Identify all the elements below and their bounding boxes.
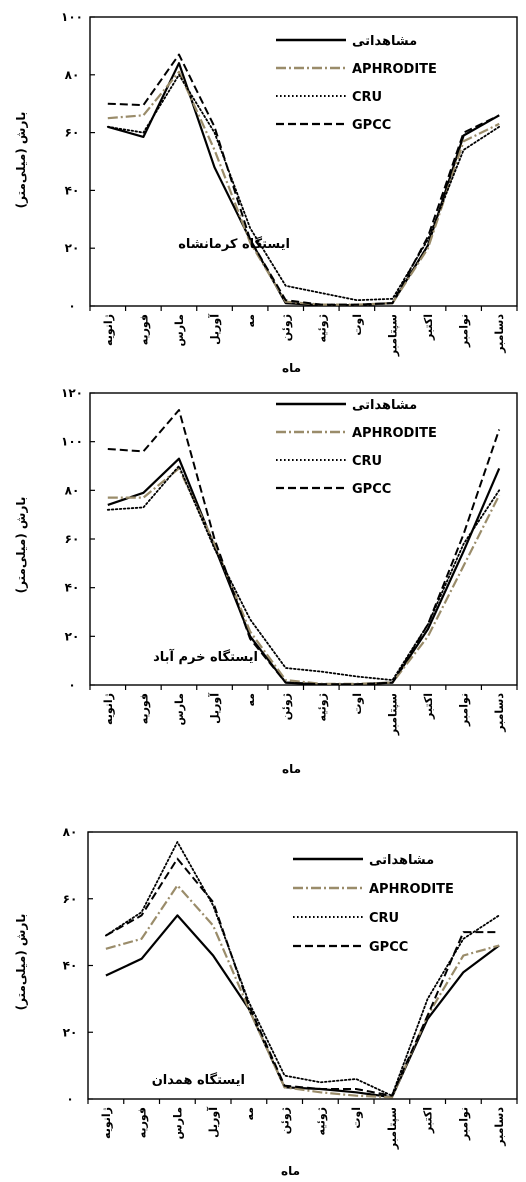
y-tick-label: ۶۰: [65, 126, 80, 140]
x-tick-label: سپتامبر: [386, 1107, 399, 1150]
series-line-3: [106, 465, 501, 681]
legend-entry: مشاهداتی: [352, 34, 417, 49]
station-title: ایستگاه همدان: [152, 1072, 245, 1088]
x-tick-label: ژوئن: [280, 314, 293, 341]
x-tick-label: اوت: [351, 314, 364, 336]
y-tick-label: ۲۰: [65, 629, 80, 643]
y-tick-label: ۰: [68, 678, 75, 692]
x-tick-label: فوریه: [137, 693, 150, 724]
chart-3: ۰ ۲۰ ۴۰ ۶۰ ۸۰ ژانویه فوریه مارس آوریل مه ژوئن ژوئیه…: [14, 825, 518, 1178]
series-line-2: [105, 884, 500, 1099]
chart-2: ۰ ۲۰ ۴۰ ۶۰ ۸۰ ۱۰۰ ۱۲۰ ژانویه فوریه مارس آوریل مه ژوئ…: [14, 386, 518, 776]
legend-entry: APHRODITE: [352, 62, 437, 77]
legend-entry: CRU: [352, 90, 382, 105]
x-tick-label: ژانویه: [102, 693, 115, 725]
x-tick-label: ژوئن: [280, 693, 293, 720]
y-tick-label: ۸۰: [65, 68, 80, 82]
series-line-1: [107, 457, 501, 686]
series-line-1: [105, 914, 500, 1099]
y-tick-label: ۸۰: [63, 825, 78, 839]
series-line-2: [107, 70, 500, 306]
x-tick-label: ژوئیه: [315, 693, 328, 721]
x-tick-label: آوریل: [206, 1107, 220, 1138]
y-axis-label: بارش (میلی‌متر): [14, 914, 28, 1011]
y-tick-label: ۴۰: [65, 581, 80, 595]
x-tick-label: اکتبر: [422, 693, 435, 720]
legend-entry: CRU: [352, 454, 382, 469]
x-tick-label: آوریل: [208, 314, 222, 345]
y-tick-label: ۱۰۰: [61, 10, 83, 24]
x-tick-label: مارس: [173, 314, 186, 346]
x-tick-label: ژوئیه: [315, 314, 328, 342]
legend-entry: CRU: [369, 911, 399, 926]
x-tick-label: نوامبر: [458, 314, 471, 348]
x-tick-label: مه: [244, 693, 257, 706]
y-tick-label: ۶۰: [65, 532, 80, 546]
legend-entry: APHRODITE: [369, 882, 454, 897]
y-axis-label: بارش (میلی‌متر): [14, 497, 28, 594]
x-tick-label: دسامبر: [493, 1107, 506, 1147]
x-tick-label: ژانویه: [100, 1107, 113, 1139]
legend: مشاهداتی APHRODITE CRU GPCC: [293, 853, 454, 955]
series-line-4: [107, 409, 501, 686]
x-tick-label: ژوئن: [279, 1107, 292, 1134]
y-tick-label: ۶۰: [63, 892, 78, 906]
y-tick-label: ۸۰: [65, 483, 80, 497]
y-tick-label: ۴۰: [63, 959, 78, 973]
y-tick-label: ۰: [66, 1092, 73, 1106]
legend-entry: GPCC: [352, 118, 391, 133]
x-axis-label: ماه: [282, 762, 301, 776]
series-line-1: [107, 62, 500, 307]
legend-entry: APHRODITE: [352, 426, 437, 441]
x-tick-label: اوت: [351, 693, 364, 715]
x-tick-label: دسامبر: [493, 693, 506, 733]
y-tick-label: ۰: [68, 299, 75, 313]
legend: مشاهداتی APHRODITE CRU GPCC: [276, 34, 437, 133]
x-tick-label: مه: [243, 1107, 256, 1120]
y-tick-label: ۲۰: [63, 1025, 78, 1039]
series-line-3: [105, 841, 501, 1097]
y-axis-label: بارش (میلی‌متر): [14, 112, 28, 209]
x-tick-label: دسامبر: [493, 314, 506, 354]
x-tick-label: اکتبر: [422, 314, 435, 341]
y-tick-label: ۱۲۰: [61, 386, 83, 400]
chart-1: ۰ ۲۰ ۴۰ ۶۰ ۸۰ ۱۰۰ ژانویه فوریه مارس آوریل مه ژوئن ژو…: [14, 10, 518, 375]
x-tick-label: ژوئیه: [314, 1107, 327, 1135]
x-axis-label: ماه: [281, 1164, 300, 1178]
legend-entry: مشاهداتی: [369, 853, 434, 868]
y-tick-label: ۱۰۰: [61, 435, 83, 449]
series-line-4: [107, 53, 500, 306]
plot-frame: [87, 831, 518, 1100]
series-line-4: [105, 857, 500, 1097]
plot-frame: [89, 392, 518, 686]
x-tick-label: اکتبر: [422, 1107, 435, 1134]
legend: مشاهداتی APHRODITE CRU GPCC: [276, 398, 437, 497]
x-tick-label: مه: [244, 314, 257, 327]
x-tick-label: اوت: [350, 1107, 363, 1129]
x-tick-label: مارس: [173, 693, 186, 725]
x-tick-label: ژانویه: [102, 314, 115, 346]
series-line-3: [106, 73, 501, 302]
y-tick-label: ۴۰: [65, 183, 80, 197]
x-tick-label: سپتامبر: [386, 693, 399, 736]
x-tick-label: مارس: [171, 1107, 184, 1139]
legend-entry: مشاهداتی: [352, 398, 417, 413]
legend-entry: GPCC: [369, 940, 408, 955]
legend-entry: GPCC: [352, 482, 391, 497]
x-tick-label: فوریه: [136, 1107, 149, 1138]
x-tick-label: نوامبر: [458, 693, 471, 727]
x-tick-label: نوامبر: [457, 1107, 470, 1141]
station-title: ایستگاه کرمانشاه: [178, 236, 290, 252]
x-tick-label: سپتامبر: [386, 314, 399, 357]
station-title: ایستگاه خرم آباد: [153, 648, 258, 665]
y-tick-label: ۲۰: [65, 241, 80, 255]
x-axis-label: ماه: [282, 361, 301, 375]
x-tick-label: فوریه: [137, 314, 150, 345]
x-tick-label: آوریل: [208, 693, 222, 724]
